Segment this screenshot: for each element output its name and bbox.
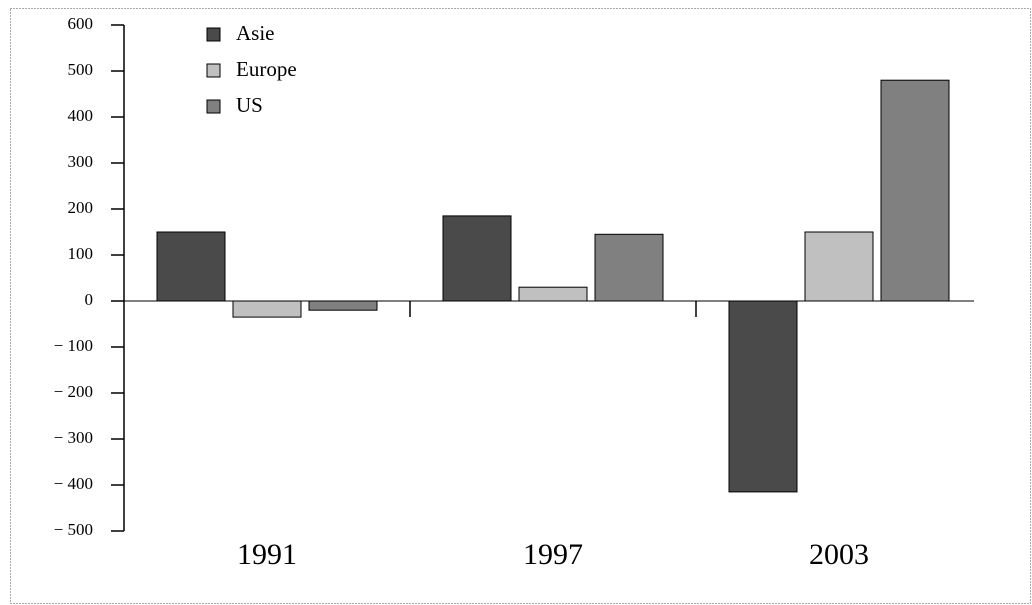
y-tick-label: − 500 bbox=[54, 520, 93, 539]
y-tick-label: − 400 bbox=[54, 474, 93, 493]
bar bbox=[728, 300, 798, 493]
bar bbox=[156, 231, 226, 302]
legend-label: Europe bbox=[236, 57, 297, 81]
y-tick-label: 400 bbox=[68, 106, 94, 125]
bar bbox=[804, 231, 874, 302]
legend-label: Asie bbox=[236, 21, 275, 45]
bar bbox=[880, 79, 950, 302]
bar bbox=[442, 215, 512, 302]
y-tick-label: 300 bbox=[68, 152, 94, 171]
legend-label: US bbox=[236, 93, 263, 117]
y-tick-label: − 300 bbox=[54, 428, 93, 447]
legend-swatch bbox=[206, 99, 221, 114]
y-tick-label: 200 bbox=[68, 198, 94, 217]
y-tick-label: 500 bbox=[68, 60, 94, 79]
y-tick-label: 600 bbox=[68, 14, 94, 33]
legend-swatch bbox=[206, 63, 221, 78]
bar bbox=[308, 300, 378, 311]
y-tick-label: − 200 bbox=[54, 382, 93, 401]
x-tick-label: 2003 bbox=[809, 538, 869, 571]
x-tick-label: 1991 bbox=[237, 538, 297, 571]
frame bbox=[10, 8, 1031, 604]
y-tick-label: − 100 bbox=[54, 336, 93, 355]
x-tick-label: 1997 bbox=[523, 538, 583, 571]
bar bbox=[518, 286, 588, 302]
bar bbox=[594, 233, 664, 302]
legend-swatch bbox=[206, 27, 221, 42]
bar bbox=[232, 300, 302, 318]
y-tick-label: 100 bbox=[68, 244, 94, 263]
y-tick-label: 0 bbox=[85, 290, 94, 309]
